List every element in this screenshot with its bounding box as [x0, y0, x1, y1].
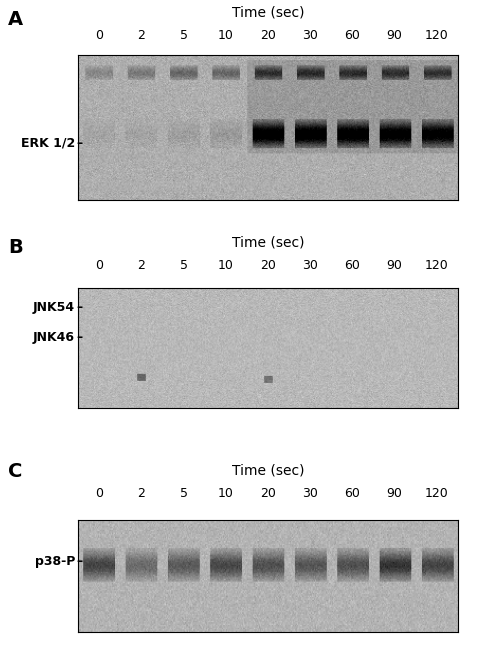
Text: 30: 30 [302, 259, 318, 272]
Text: Time (sec): Time (sec) [232, 6, 304, 20]
Text: A: A [8, 10, 23, 29]
Text: 10: 10 [218, 259, 234, 272]
Text: 60: 60 [344, 259, 360, 272]
Text: 90: 90 [387, 29, 403, 42]
Text: 5: 5 [180, 259, 187, 272]
Text: 0: 0 [95, 29, 103, 42]
Text: JNK54: JNK54 [33, 301, 75, 315]
Text: 60: 60 [344, 29, 360, 42]
Text: Time (sec): Time (sec) [232, 236, 304, 250]
Text: –: – [76, 556, 82, 568]
Text: 10: 10 [218, 29, 234, 42]
Text: 90: 90 [387, 487, 403, 500]
Text: 0: 0 [95, 259, 103, 272]
Text: C: C [8, 462, 22, 481]
Text: JNK46: JNK46 [33, 331, 75, 345]
Text: 0: 0 [95, 487, 103, 500]
Text: –: – [76, 331, 82, 345]
Text: 60: 60 [344, 487, 360, 500]
Text: 2: 2 [137, 29, 145, 42]
Text: 5: 5 [180, 29, 187, 42]
Text: p38-P: p38-P [35, 556, 75, 568]
Text: 30: 30 [302, 487, 318, 500]
Text: 120: 120 [425, 259, 449, 272]
Text: 5: 5 [180, 487, 187, 500]
Text: 90: 90 [387, 259, 403, 272]
Text: B: B [8, 238, 23, 257]
Text: 20: 20 [260, 487, 276, 500]
Text: 30: 30 [302, 29, 318, 42]
Text: 120: 120 [425, 29, 449, 42]
Text: 120: 120 [425, 487, 449, 500]
Text: 20: 20 [260, 29, 276, 42]
Text: 2: 2 [137, 487, 145, 500]
Text: –: – [76, 301, 82, 315]
Text: 10: 10 [218, 487, 234, 500]
Text: Time (sec): Time (sec) [232, 464, 304, 478]
Text: –: – [76, 137, 82, 149]
Text: ERK 1/2: ERK 1/2 [21, 137, 75, 149]
Text: 2: 2 [137, 259, 145, 272]
Text: 20: 20 [260, 259, 276, 272]
